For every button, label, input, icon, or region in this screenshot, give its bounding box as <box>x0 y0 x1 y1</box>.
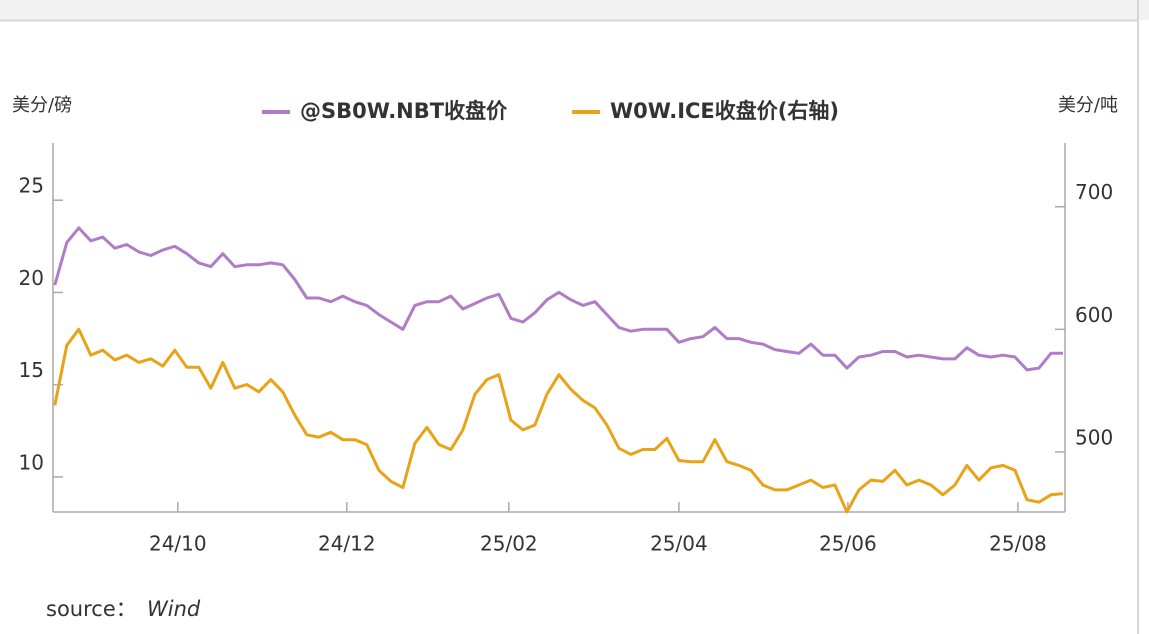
y2-axis-label: 美分/吨 <box>1058 95 1118 116</box>
y2-tick-label: 700 <box>1075 180 1113 204</box>
x-tick-label: 25/04 <box>650 532 708 556</box>
source-label: source： <box>46 597 137 621</box>
top-bar <box>0 0 1149 20</box>
line <box>53 327 1064 514</box>
x-tick-label: 25/06 <box>819 532 877 556</box>
x-tick-label: 25/08 <box>989 532 1047 556</box>
legend-label: W0W.ICE收盘价(右轴) <box>610 99 839 123</box>
source: Wind <box>147 597 201 621</box>
y-tick-label: 25 <box>19 174 44 198</box>
legend-label: @SB0W.NBT收盘价 <box>300 99 508 123</box>
y2-tick-label: 600 <box>1075 303 1113 327</box>
line <box>53 226 1063 372</box>
y-axis-label: 美分/磅 <box>12 95 72 116</box>
x-tick-label: 24/12 <box>318 532 376 556</box>
x-tick-label: 25/02 <box>480 532 538 556</box>
y-tick-label: 10 <box>19 450 44 474</box>
x-tick-label: 24/10 <box>149 532 207 556</box>
y-tick-label: 15 <box>19 358 44 382</box>
y2-tick-label: 500 <box>1075 425 1113 449</box>
y-tick-label: 20 <box>19 266 44 290</box>
